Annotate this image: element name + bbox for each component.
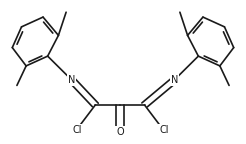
Text: Cl: Cl xyxy=(159,125,169,135)
Text: N: N xyxy=(171,75,178,85)
Text: O: O xyxy=(116,127,124,137)
Text: Cl: Cl xyxy=(72,125,82,135)
Text: N: N xyxy=(68,75,75,85)
